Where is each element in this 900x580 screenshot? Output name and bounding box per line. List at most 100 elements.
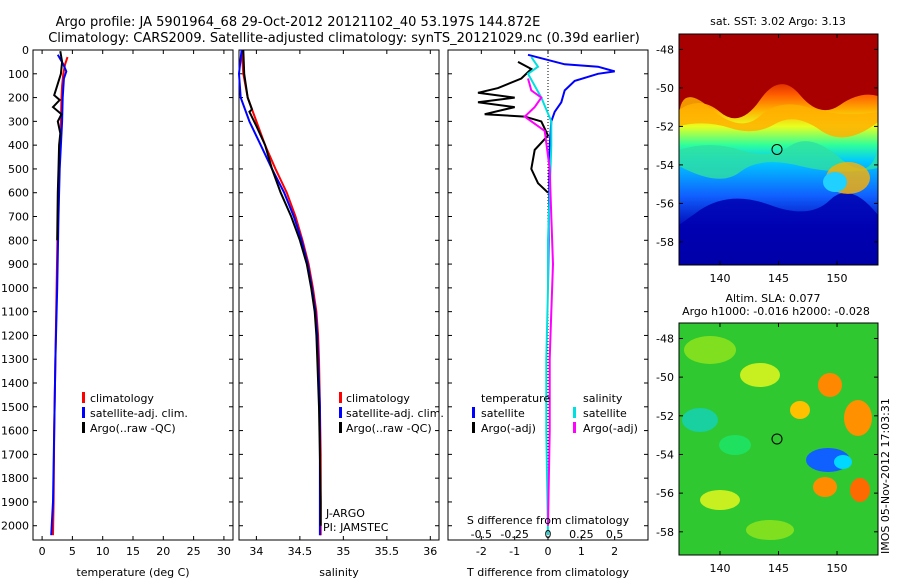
sst-field [679,34,878,265]
sla-field [679,323,878,555]
x-tick-label: 36 [423,545,437,558]
s-tick-label: -0.5 [471,528,492,541]
s-difference-label: S difference from climatology [467,514,630,527]
x-tick-label: 25 [187,545,201,558]
series-line-t-argo-adj- [477,61,550,194]
series-line-argo-raw-qc- [51,51,64,241]
difference-panel: -2 -1 0 1 2 T difference from climatology S … [447,49,649,579]
x-tick-label: 2 [611,545,618,558]
lat-tick-label: -56 [656,487,674,500]
depth-tick-label: 800 [8,234,29,247]
sst-front-green [679,141,878,179]
sst-map: sat. SST: 3.02 Argo: 3.13 -48 -50 -52 -54 -5… [656,15,879,285]
depth-tick-label: 600 [8,187,29,200]
lon-tick-label: 140 [709,272,730,285]
depth-tick-label: 200 [8,92,29,105]
x-tick-label: 0 [545,545,552,558]
lat-tick-label: -48 [656,332,674,345]
legend-swatch-argo [82,422,85,433]
series-line-satellite-adj-clim- [50,54,68,536]
salinity-x-ticks: 34 34.5 35 35.5 36 [249,50,437,558]
sla-low-anomaly [834,455,852,469]
depth-tick-label: 1200 [1,329,29,342]
lat-tick-label: -54 [656,159,674,172]
lon-tick-label: 150 [827,272,848,285]
legend-label-climatology: climatology [90,392,154,405]
argo-location-marker [771,433,783,445]
sla-map-ticks: -48 -50 -52 -54 -56 -58 140 145 150 [656,323,878,575]
lon-tick-label: 145 [768,562,789,575]
legend-swatch-t-satellite [472,407,475,418]
lat-tick-label: -54 [656,448,674,461]
sst-map-ticks: -48 -50 -52 -54 -56 -58 140 145 150 [656,34,878,285]
sla-high-anomaly [813,477,837,497]
difference-legend: temperature satellite Argo(-adj) salinit… [472,392,638,435]
s-tick-label: -0.25 [500,528,528,541]
salinity-panel: 34 34.5 35 35.5 36 salinity climatology sate… [237,49,444,579]
lat-tick-label: -58 [656,526,674,539]
sla-map-title: Altim. SLA: 0.077 [725,292,820,305]
float-pi-label: PI: JAMSTEC [323,521,389,534]
lon-tick-label: 140 [709,562,730,575]
sla-low-anomaly [682,408,718,432]
depth-tick-label: 2000 [1,520,29,533]
x-tick-label: 1 [578,545,585,558]
lat-tick-label: -50 [656,82,674,95]
lon-tick-label: 145 [768,272,789,285]
legend-label-t-argo: Argo(-adj) [481,422,536,435]
sst-map-title: sat. SST: 3.02 Argo: 3.13 [710,15,846,28]
depth-tick-label: 700 [8,211,29,224]
figure-title-line2: Climatology: CARS2009. Satellite-adjuste… [48,31,640,46]
salinity-lines [237,49,322,536]
legend-swatch-climatology [339,392,342,403]
lat-tick-label: -50 [656,371,674,384]
sla-high-anomaly [818,373,842,397]
s-tick-label: 0.25 [569,528,594,541]
legend-label-argo: Argo(..raw -QC) [90,422,176,435]
depth-axis-ticks: 0 100 200 300 400 500 600 700 800 900 1000 1100 1200… [1,44,233,533]
temperature-axes [32,49,234,541]
legend-label-satellite: satellite-adj. clim. [346,407,444,420]
legend-title-temperature: temperature [481,392,550,405]
x-tick-label: 0 [39,545,46,558]
depth-tick-label: 1300 [1,353,29,366]
depth-tick-label: 1500 [1,401,29,414]
sla-blob [684,336,736,364]
s-difference-ticks: -0.5 -0.25 0 0.25 0.5 [471,528,624,541]
x-tick-label: -2 [476,545,487,558]
legend-label-s-argo: Argo(-adj) [583,422,638,435]
lat-tick-label: -52 [656,410,674,423]
argo-location-marker [771,143,783,155]
series-line-s-satellite [526,56,553,536]
s-tick-label: 0.5 [606,528,624,541]
x-tick-label: 5 [69,545,76,558]
temperature-lines [50,51,69,536]
sst-warm-region [679,34,878,119]
salinity-legend: climatology satellite-adj. clim. Argo(..… [339,392,444,435]
legend-swatch-satellite [339,407,342,418]
depth-tick-label: 100 [8,68,29,81]
sla-high-anomaly [790,401,810,419]
figure-title-line1: Argo profile: JA 5901964_68 29-Oct-2012 … [56,15,541,30]
x-tick-label: 35.5 [375,545,400,558]
legend-swatch-argo [339,422,342,433]
legend-label-climatology: climatology [346,392,410,405]
difference-y-ticks [448,49,648,527]
sla-blob [746,520,794,540]
salinity-axes [238,49,440,541]
x-tick-label: 20 [156,545,170,558]
depth-tick-label: 500 [8,163,29,176]
lat-tick-label: -56 [656,197,674,210]
legend-swatch-s-argo [573,422,576,433]
depth-tick-label: 300 [8,115,29,128]
depth-tick-label: 1100 [1,306,29,319]
depth-tick-label: 1700 [1,448,29,461]
salinity-y-ticks [239,49,439,527]
sla-high-anomaly [844,400,872,436]
sla-high-anomaly [850,478,870,502]
sst-cold-region [679,192,878,265]
difference-x-ticks: -2 -1 0 1 2 [476,50,618,558]
imos-timestamp: IMOS 05-Nov-2012 17:03:31 [879,398,892,554]
lat-tick-label: -58 [656,236,674,249]
series-line-argo-raw-qc- [242,49,322,526]
